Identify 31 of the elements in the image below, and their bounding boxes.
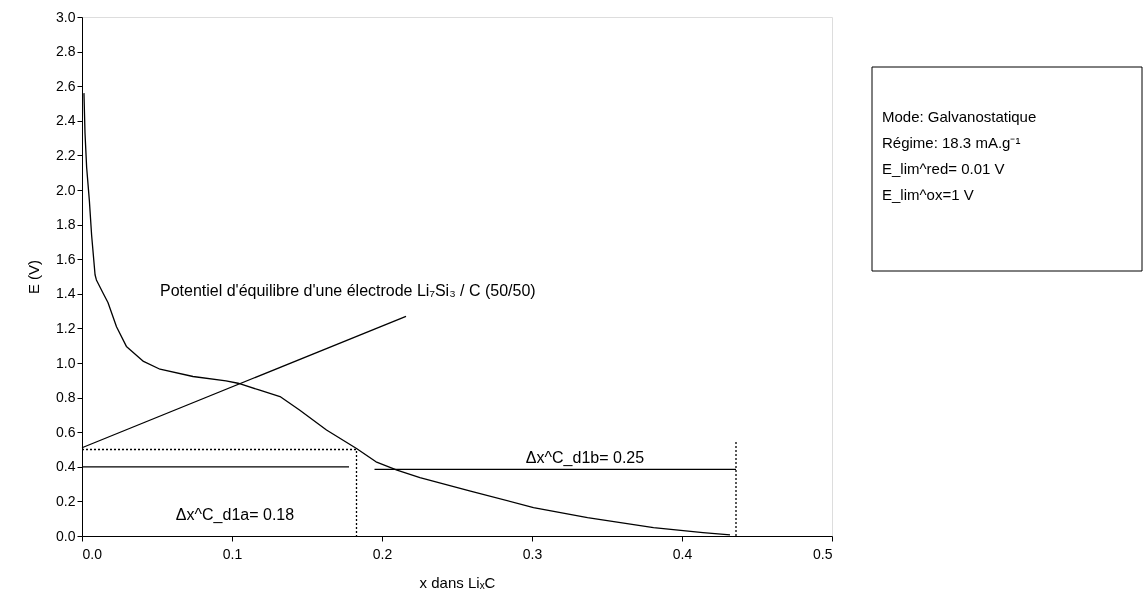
y-tick-label: 1.8 — [56, 216, 76, 233]
y-tick-label: 0.8 — [56, 389, 76, 406]
x-tick-label: 0.4 — [672, 545, 693, 562]
x-tick-label: 0.3 — [522, 545, 543, 562]
annotation: Δx^C_d1b= 0.25 — [525, 449, 645, 467]
x-tick-label: 0.0 — [82, 545, 103, 562]
y-tick-label: 1.4 — [56, 285, 76, 302]
y-tick-label: 0.6 — [56, 423, 76, 440]
y-tick-label: 1.0 — [56, 354, 76, 371]
annotation: Δx^C_d1a= 0.18 — [175, 506, 295, 524]
y-tick-label: 1.2 — [56, 319, 76, 336]
y-tick-label: 2.8 — [56, 43, 76, 60]
y-tick-label: 2.6 — [56, 77, 76, 94]
y-tick-label: 3.0 — [56, 8, 76, 25]
text: E_lim^ox=1 V — [882, 186, 974, 203]
text: Mode: Galvanostatique — [882, 108, 1037, 125]
y-tick-label: 2.0 — [56, 181, 76, 198]
x-axis-title: x dans LiₓC — [419, 573, 496, 591]
y-tick-label: 2.2 — [56, 146, 76, 163]
y-tick-label: 2.4 — [56, 112, 76, 129]
y-tick-label: 0.4 — [56, 458, 76, 475]
x-tick-label: 0.1 — [222, 545, 243, 562]
text: E_lim^red= 0.01 V — [882, 160, 1005, 177]
x-tick-label: 0.5 — [813, 545, 833, 562]
x-tick-label: 0.2 — [372, 545, 393, 562]
y-tick-label: 1.6 — [56, 250, 76, 267]
annotation: Potentiel d'équilibre d'une électrode Li₇Si₃ / C (50/50) — [160, 282, 536, 299]
y-tick-label: 0.0 — [56, 527, 76, 544]
text: Régime: 18.3 mA.g⁻¹ — [882, 134, 1021, 151]
y-tick-label: 0.2 — [56, 492, 76, 509]
y-axis-title: E (V) — [25, 259, 43, 295]
